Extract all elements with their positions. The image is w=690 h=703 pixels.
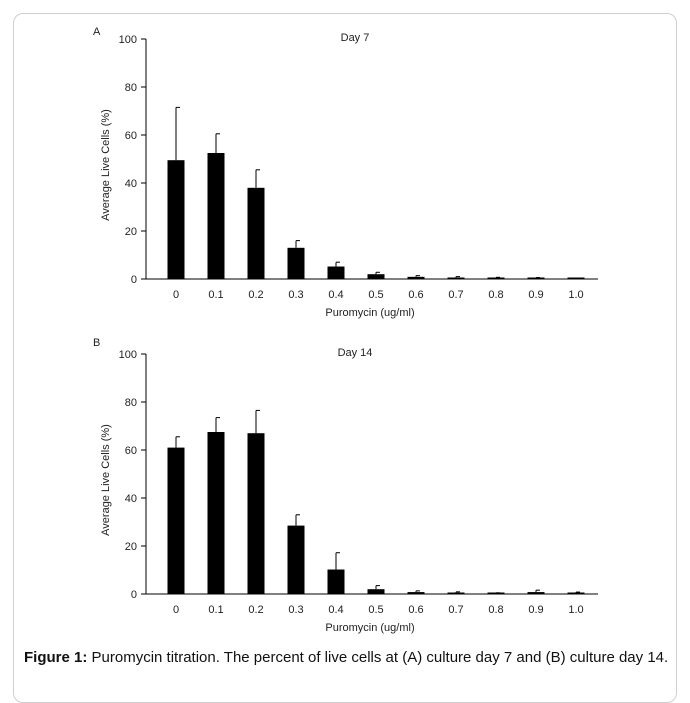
bar-A-0 bbox=[167, 160, 185, 279]
y-tick-label-B: 60 bbox=[125, 445, 137, 457]
bar-B-0.1 bbox=[207, 432, 225, 594]
figure-caption: Figure 1: Puromycin titration. The perce… bbox=[24, 648, 674, 668]
x-tick-label-B: 0 bbox=[173, 604, 179, 616]
bar-B-0.3 bbox=[287, 525, 305, 594]
y-tick-label-A: 0 bbox=[131, 274, 137, 286]
x-tick-label-A: 0.1 bbox=[208, 289, 223, 301]
bar-A-0.1 bbox=[207, 153, 225, 279]
bar-A-0.6 bbox=[407, 276, 425, 279]
x-tick-label-B: 1.0 bbox=[568, 604, 583, 616]
x-tick-label-B: 0.7 bbox=[448, 604, 463, 616]
x-tick-label-A: 0.9 bbox=[528, 289, 543, 301]
x-tick-label-B: 0.3 bbox=[288, 604, 303, 616]
panel-label-B: B bbox=[93, 337, 100, 349]
bar-B-0 bbox=[167, 447, 185, 594]
y-tick-label-A: 40 bbox=[125, 178, 137, 190]
x-tick-label-A: 0.5 bbox=[368, 289, 383, 301]
y-tick-label-B: 20 bbox=[125, 541, 137, 553]
x-tick-label-A: 0.2 bbox=[248, 289, 263, 301]
x-tick-label-B: 0.2 bbox=[248, 604, 263, 616]
y-tick-label-A: 60 bbox=[125, 130, 137, 142]
x-tick-label-B: 0.9 bbox=[528, 604, 543, 616]
bar-B-0.5 bbox=[367, 589, 385, 594]
x-tick-label-B: 0.8 bbox=[488, 604, 503, 616]
x-tick-label-A: 0.3 bbox=[288, 289, 303, 301]
x-tick-label-A: 0.6 bbox=[408, 289, 423, 301]
x-tick-label-A: 0.8 bbox=[488, 289, 503, 301]
panel-label-A: A bbox=[93, 26, 101, 38]
y-tick-label-B: 0 bbox=[131, 589, 137, 601]
x-tick-label-A: 0.4 bbox=[328, 289, 343, 301]
x-tick-label-A: 0.7 bbox=[448, 289, 463, 301]
bar-A-0.8 bbox=[487, 277, 505, 279]
x-axis-label-B: Puromycin (ug/ml) bbox=[325, 622, 414, 634]
x-tick-label-B: 0.4 bbox=[328, 604, 343, 616]
y-tick-label-B: 40 bbox=[125, 493, 137, 505]
caption-text: Puromycin titration. The percent of live… bbox=[91, 649, 669, 666]
bar-A-0.3 bbox=[287, 247, 305, 279]
y-axis-label-A: Average Live Cells (%) bbox=[100, 109, 112, 221]
x-tick-label-B: 0.6 bbox=[408, 604, 423, 616]
bar-A-0.2 bbox=[247, 187, 265, 279]
figure-frame bbox=[13, 13, 677, 703]
chart-title-B: Day 14 bbox=[338, 347, 373, 359]
y-tick-label-A: 80 bbox=[125, 82, 137, 94]
y-tick-label-B: 80 bbox=[125, 397, 137, 409]
y-tick-label-A: 100 bbox=[119, 34, 137, 46]
caption-label: Figure 1: bbox=[24, 649, 88, 666]
bar-A-0.7 bbox=[447, 277, 465, 279]
bar-B-0.6 bbox=[407, 592, 425, 594]
x-tick-label-B: 0.5 bbox=[368, 604, 383, 616]
x-axis-label-A: Puromycin (ug/ml) bbox=[325, 307, 414, 319]
y-axis-label-B: Average Live Cells (%) bbox=[100, 424, 112, 536]
figure-canvas: A Day 7 0 20 40 60 80 100 Average Live Cells (%)… bbox=[93, 26, 598, 634]
y-tick-label-A: 20 bbox=[125, 226, 137, 238]
y-tick-label-B: 100 bbox=[119, 349, 137, 361]
bar-B-0.2 bbox=[247, 433, 265, 594]
bar-A-0.4 bbox=[327, 266, 345, 279]
chart-title-A: Day 7 bbox=[341, 32, 370, 44]
bar-B-0.9 bbox=[527, 592, 545, 594]
bar-A-0.5 bbox=[367, 274, 385, 279]
x-tick-label-B: 0.1 bbox=[208, 604, 223, 616]
x-tick-label-A: 0 bbox=[173, 289, 179, 301]
bar-B-0.4 bbox=[327, 569, 345, 594]
x-tick-label-A: 1.0 bbox=[568, 289, 583, 301]
